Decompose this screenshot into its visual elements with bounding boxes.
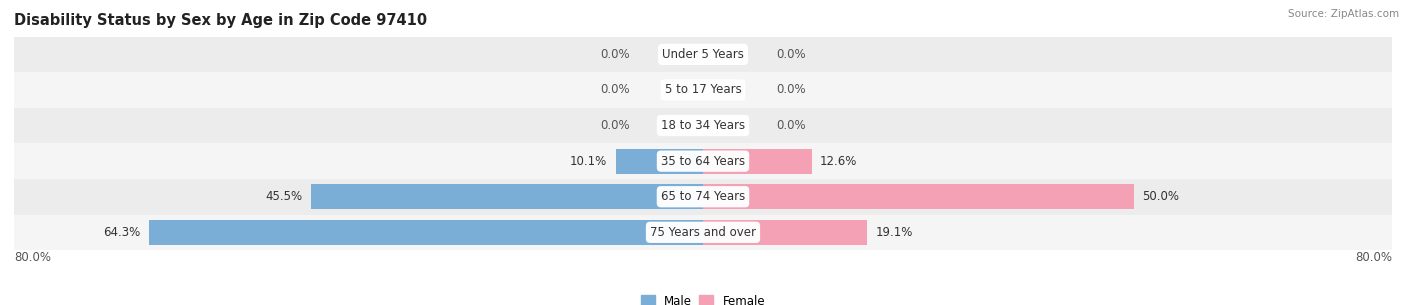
Text: 80.0%: 80.0% <box>1355 251 1392 264</box>
Text: 19.1%: 19.1% <box>876 226 914 239</box>
Text: Source: ZipAtlas.com: Source: ZipAtlas.com <box>1288 9 1399 19</box>
Text: 0.0%: 0.0% <box>776 48 806 61</box>
Text: 0.0%: 0.0% <box>776 119 806 132</box>
Bar <box>703 220 868 245</box>
Bar <box>616 149 703 174</box>
Text: 0.0%: 0.0% <box>600 119 630 132</box>
Text: 18 to 34 Years: 18 to 34 Years <box>661 119 745 132</box>
Bar <box>14 214 1392 250</box>
Bar <box>703 149 811 174</box>
Bar <box>14 143 1392 179</box>
Text: 12.6%: 12.6% <box>820 155 858 168</box>
Text: 5 to 17 Years: 5 to 17 Years <box>665 84 741 96</box>
Legend: Male, Female: Male, Female <box>636 290 770 305</box>
Text: 0.0%: 0.0% <box>776 84 806 96</box>
Text: 65 to 74 Years: 65 to 74 Years <box>661 190 745 203</box>
Bar <box>149 220 703 245</box>
Text: 45.5%: 45.5% <box>266 190 302 203</box>
Bar <box>14 37 1392 72</box>
Bar <box>14 72 1392 108</box>
Text: 80.0%: 80.0% <box>14 251 51 264</box>
Text: 75 Years and over: 75 Years and over <box>650 226 756 239</box>
Bar <box>311 184 703 209</box>
Bar <box>703 184 1133 209</box>
Bar <box>14 179 1392 214</box>
Bar <box>14 108 1392 143</box>
Text: Under 5 Years: Under 5 Years <box>662 48 744 61</box>
Text: 50.0%: 50.0% <box>1142 190 1180 203</box>
Text: 10.1%: 10.1% <box>571 155 607 168</box>
Text: 64.3%: 64.3% <box>104 226 141 239</box>
Text: 0.0%: 0.0% <box>600 84 630 96</box>
Text: 0.0%: 0.0% <box>600 48 630 61</box>
Text: 35 to 64 Years: 35 to 64 Years <box>661 155 745 168</box>
Text: Disability Status by Sex by Age in Zip Code 97410: Disability Status by Sex by Age in Zip C… <box>14 13 427 28</box>
